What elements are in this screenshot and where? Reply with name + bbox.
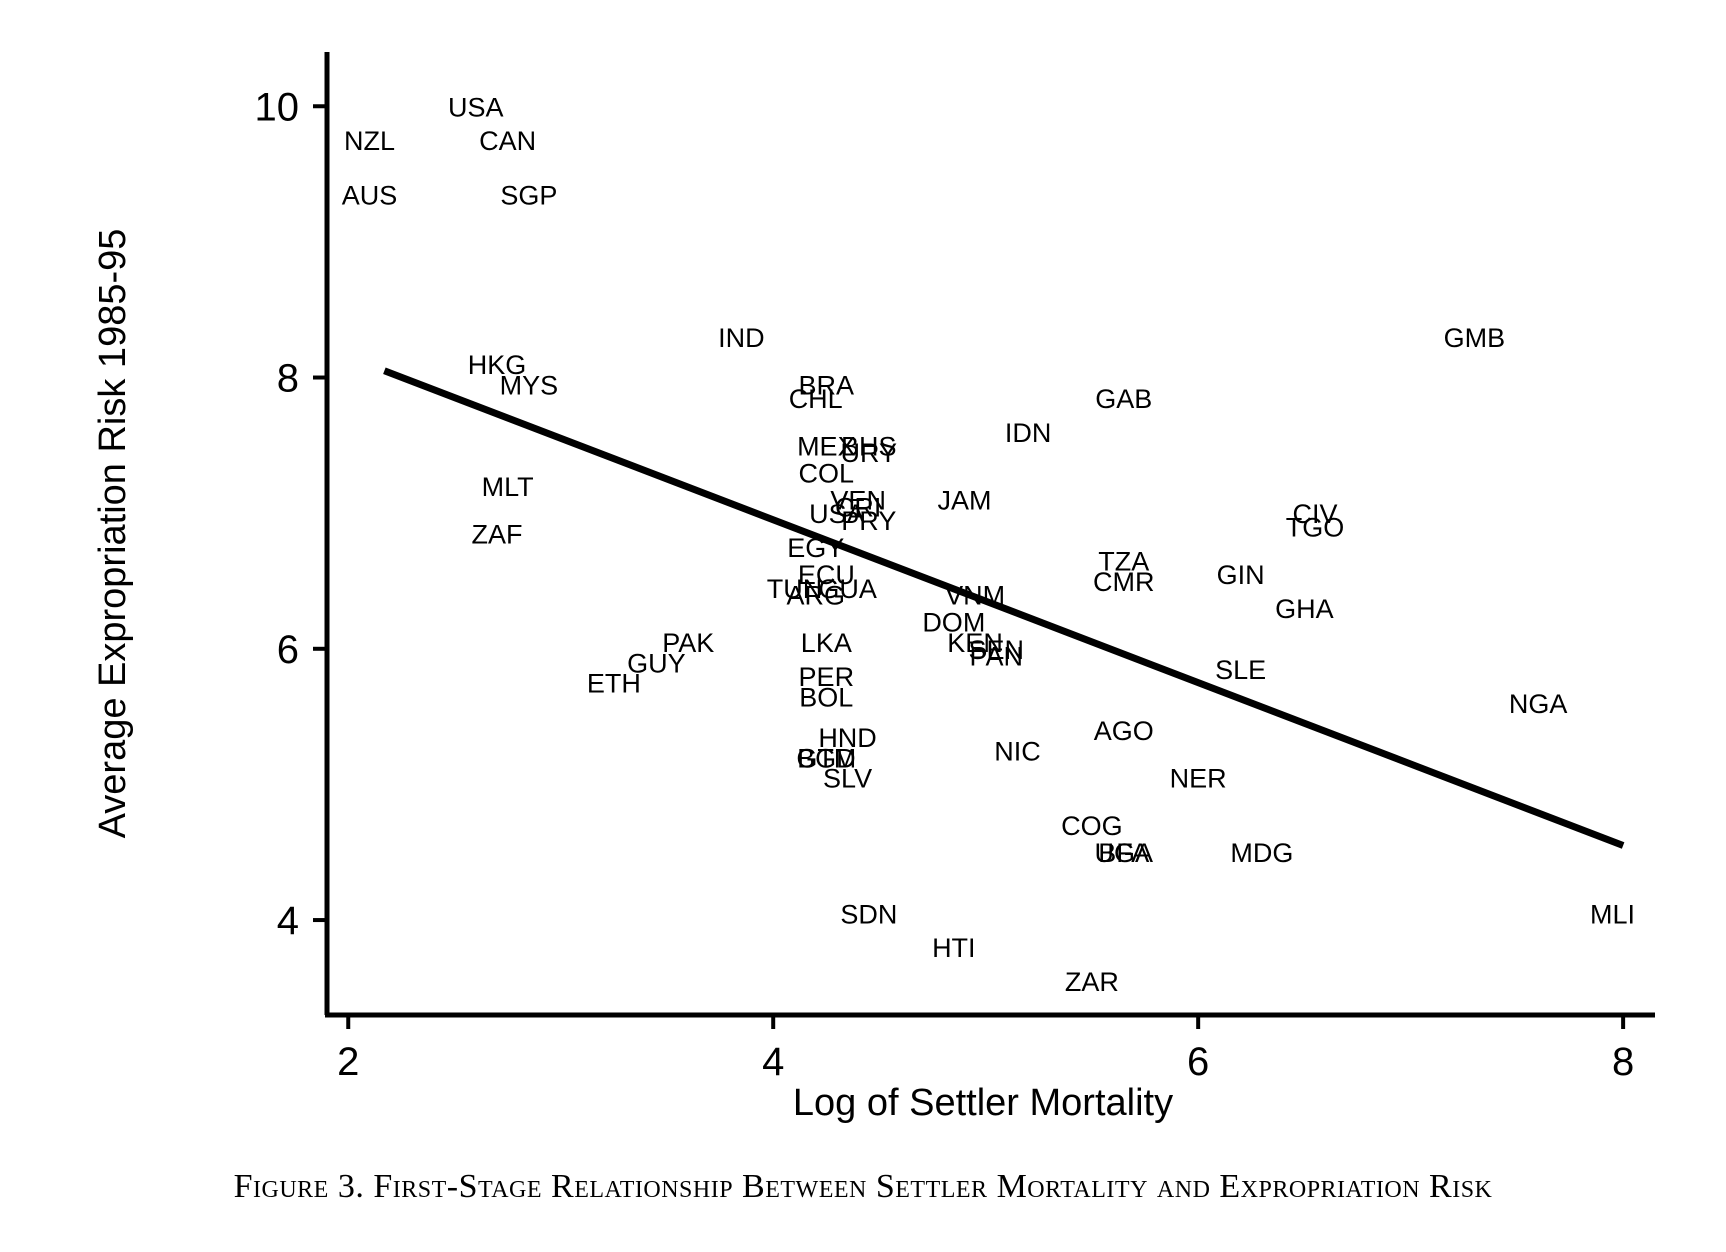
point-label: ARG [786, 581, 845, 611]
point-label: NGA [1509, 689, 1568, 719]
point-label: PRY [841, 506, 896, 536]
point-label: NZL [344, 126, 395, 156]
point-label: SLV [823, 764, 872, 794]
point-label: GUA [818, 574, 877, 604]
fit-line-group [383, 367, 1625, 849]
point-label: GTM [796, 743, 856, 773]
point-label: COG [1061, 811, 1123, 841]
point-label: BHS [841, 431, 897, 461]
point-label: CHL [789, 384, 843, 414]
point-label: CIV [1293, 499, 1338, 529]
point-label: GMB [1444, 323, 1506, 353]
point-label: EGY [787, 533, 844, 563]
point-label: USA [809, 499, 865, 529]
point-label: SDN [840, 899, 897, 929]
point-label: ETH [587, 669, 641, 699]
point-label: DOM [922, 608, 985, 638]
point-label: VEN [830, 486, 886, 516]
y-tick-label: 10 [255, 85, 300, 129]
y-tick-label: 8 [277, 357, 299, 401]
point-label: SEN [969, 635, 1025, 665]
ticks: 2 4 6 8 4 6 8 10 [255, 85, 1635, 1084]
point-label: ZAR [1065, 967, 1119, 997]
point-label: UGA [1095, 838, 1154, 868]
point-label: AGO [1094, 716, 1154, 746]
point-label: GUY [627, 648, 686, 678]
point-label: KEN [947, 628, 1003, 658]
point-label: SGP [500, 180, 557, 210]
figure-caption: Figure 3. First-Stage Relationship Betwe… [233, 1168, 1493, 1205]
x-tick-label: 4 [762, 1040, 784, 1084]
point-label: COL [799, 458, 855, 488]
point-label: URY [841, 438, 898, 468]
point-label: USA [448, 92, 504, 122]
point-label: MLI [1590, 899, 1635, 929]
point-label: NER [1170, 764, 1227, 794]
point-label: GIN [1217, 560, 1265, 590]
point-label: GHA [1275, 594, 1334, 624]
point-label: IND [718, 323, 765, 353]
x-tick-label: 6 [1187, 1040, 1209, 1084]
point-label: IDN [1005, 418, 1052, 448]
point-label: PAK [662, 628, 714, 658]
point-label: ECU [798, 560, 855, 590]
point-label: PER [799, 662, 855, 692]
point-label: PAN [970, 642, 1024, 672]
axes [324, 52, 1655, 1018]
point-label: MEX [797, 431, 856, 461]
point-label: HTI [932, 933, 976, 963]
point-label: VNM [945, 581, 1005, 611]
point-label: SLE [1215, 655, 1266, 685]
point-label: BRA [799, 370, 855, 400]
y-tick-label: 6 [277, 628, 299, 672]
point-label: HKG [468, 350, 527, 380]
point-label: MDG [1230, 838, 1293, 868]
x-tick-label: 8 [1612, 1040, 1634, 1084]
point-label: MLT [482, 472, 534, 502]
fit-line [383, 367, 1625, 849]
point-label: LKA [801, 628, 852, 658]
point-label: TGO [1286, 513, 1345, 543]
point-label: HND [818, 723, 877, 753]
point-label: CAN [479, 126, 536, 156]
point-label: BFA [1098, 838, 1149, 868]
point-label: MYS [500, 370, 559, 400]
point-label: ZAF [471, 520, 522, 550]
point-label: TUN [767, 574, 823, 604]
y-tick-label: 4 [277, 899, 299, 943]
point-label: AUS [342, 180, 398, 210]
point-label: BOL [799, 682, 853, 712]
x-axis-title: Log of Settler Mortality [793, 1082, 1173, 1124]
y-axis-title: Average Expropriation Risk 1985-95 [92, 229, 134, 839]
point-label: TZA [1098, 547, 1149, 577]
point-label: BGD [797, 743, 856, 773]
point-label: JAM [937, 486, 991, 516]
point-label: CRI [835, 492, 882, 522]
x-tick-label: 2 [337, 1040, 359, 1084]
point-label: NIC [994, 737, 1041, 767]
point-label: CMR [1093, 567, 1155, 597]
point-label: GAB [1095, 384, 1152, 414]
